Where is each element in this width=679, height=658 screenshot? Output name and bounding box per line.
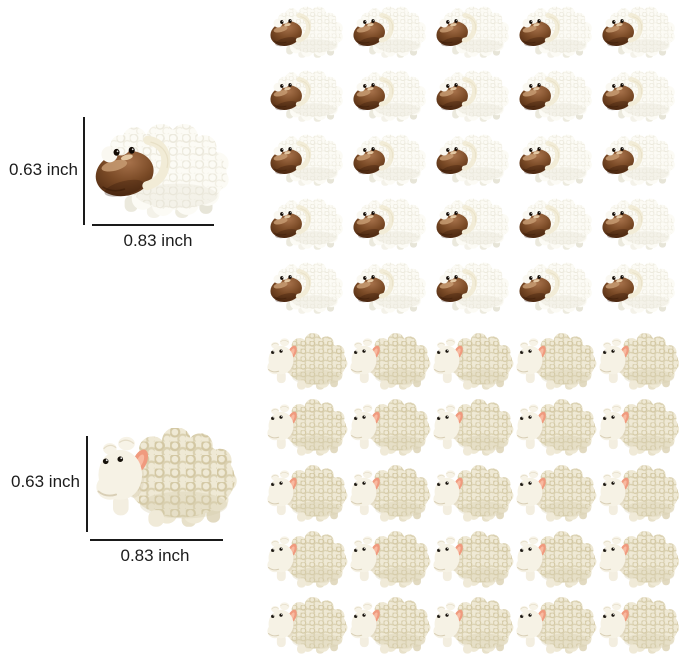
width-measure-line (90, 539, 223, 541)
brown-face-sheep-image (431, 0, 514, 64)
brown-face-sheep-image (513, 0, 596, 64)
brown-face-sheep-image (596, 256, 679, 320)
cream-sheep-image (265, 462, 348, 528)
cream-sheep-image (431, 396, 514, 462)
cream-sheep-image (597, 330, 679, 396)
brown-face-sheep-image (265, 256, 348, 320)
cream-sheep-image (431, 462, 514, 528)
cream-sheep-image (597, 594, 679, 658)
brown-face-sheep-image (265, 0, 348, 64)
width-measure-line (92, 224, 214, 226)
cream-sheep-image (431, 594, 514, 658)
cream-sheep-image (348, 594, 431, 658)
cream-sheep-image (597, 528, 679, 594)
brown-face-sheep-image (348, 0, 431, 64)
sheep-grid (265, 0, 679, 658)
brown-face-sheep-grid-section (265, 0, 679, 320)
brown-face-sheep-image (348, 64, 431, 128)
cream-sheep-grid-section (265, 330, 679, 658)
brown-face-sheep-image (431, 64, 514, 128)
brown-face-sheep-image (348, 128, 431, 192)
brown-face-sheep-image (265, 192, 348, 256)
cream-sheep-image (597, 462, 679, 528)
cream-sheep-image (348, 528, 431, 594)
brown-face-sheep-image (596, 0, 679, 64)
brown-face-sheep-image (348, 192, 431, 256)
cream-sheep-image (431, 528, 514, 594)
cream-sheep-image (514, 528, 597, 594)
cream-sheep-image (92, 428, 238, 532)
cream-sheep-image (348, 330, 431, 396)
height-measure-line (83, 117, 85, 225)
cream-sheep-image (431, 330, 514, 396)
brown-face-sheep-image (596, 64, 679, 128)
cream-sheep-image (514, 462, 597, 528)
cream-sheep-image (265, 330, 348, 396)
height-label: 0.63 inch (11, 472, 80, 491)
cream-sheep-image (514, 396, 597, 462)
cream-sheep-image (597, 396, 679, 462)
brown-face-sheep-image (596, 128, 679, 192)
width-label: 0.83 inch (123, 231, 193, 250)
height-label: 0.63 inch (9, 160, 78, 179)
cream-sheep-image (514, 594, 597, 658)
cream-sheep-image (348, 462, 431, 528)
height-measure-line (86, 436, 88, 532)
brown-face-sheep-image (431, 256, 514, 320)
brown-face-sheep-image (513, 128, 596, 192)
cream-sheep-image (514, 330, 597, 396)
brown-face-sheep-image (265, 128, 348, 192)
brown-face-sheep-image (513, 256, 596, 320)
brown-face-sheep-image (265, 64, 348, 128)
cream-sheep-image (265, 528, 348, 594)
brown-face-sheep-image (90, 121, 232, 222)
cream-sheep-image (265, 594, 348, 658)
brown-face-sheep-image (431, 128, 514, 192)
brown-face-sheep-image (513, 64, 596, 128)
cream-sheep-image (265, 396, 348, 462)
width-label: 0.83 inch (120, 546, 190, 565)
brown-face-sheep-image (348, 256, 431, 320)
brown-face-sheep-image (513, 192, 596, 256)
brown-face-sheep-image (596, 192, 679, 256)
brown-face-sheep-image (431, 192, 514, 256)
cream-sheep-image (348, 396, 431, 462)
